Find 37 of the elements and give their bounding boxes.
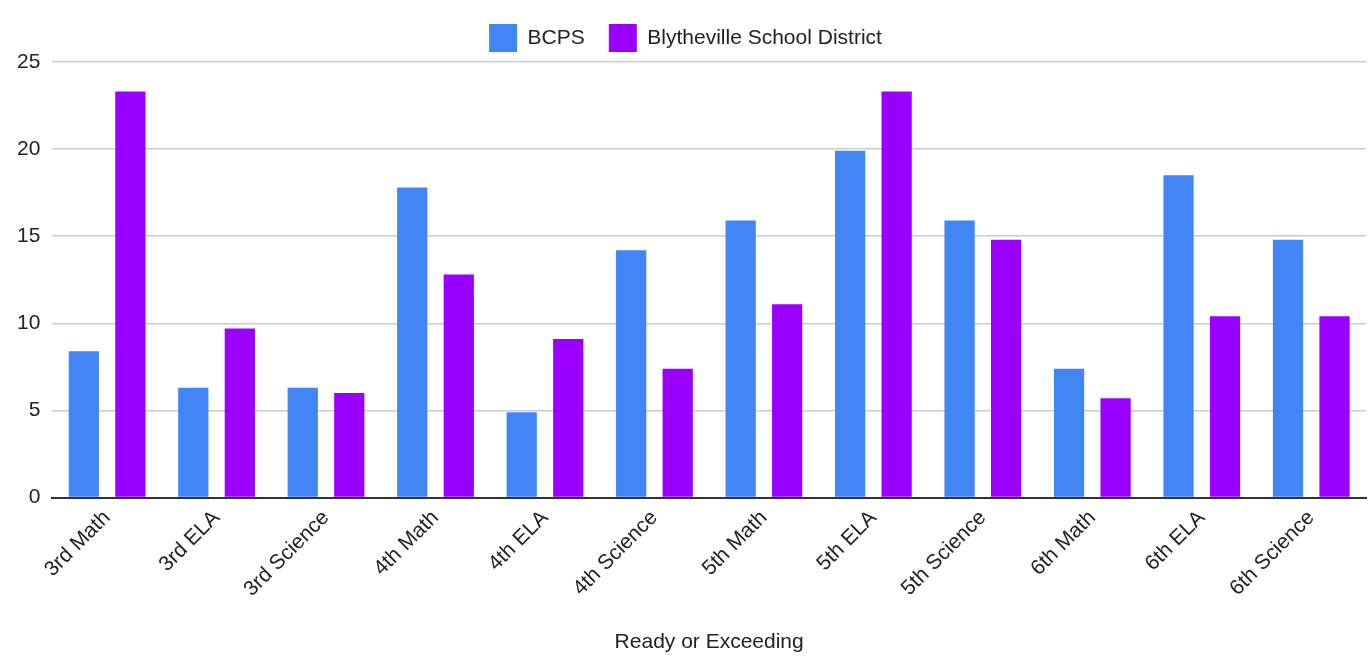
bar	[224, 328, 255, 497]
y-tick-label: 10	[17, 310, 41, 334]
bar	[772, 304, 803, 497]
bar	[1319, 316, 1350, 497]
bar	[725, 220, 756, 497]
x-tick-label: 6th ELA	[1139, 505, 1209, 575]
bar	[991, 239, 1022, 497]
bar	[616, 250, 647, 497]
legend-label: BCPS	[527, 24, 585, 48]
y-tick-label: 5	[28, 397, 41, 421]
bar	[1209, 316, 1241, 497]
bar	[1163, 175, 1194, 497]
legend-label: Blytheville School District	[647, 24, 883, 48]
x-axis-title: Ready or Exceeding	[614, 629, 804, 653]
bar	[334, 393, 365, 497]
x-tick-label: 4th ELA	[482, 505, 552, 575]
bar	[662, 368, 693, 497]
y-tick-label: 20	[17, 135, 41, 159]
bar	[1053, 368, 1085, 497]
bar	[1100, 398, 1131, 497]
bar	[443, 274, 474, 497]
y-tick-label: 0	[28, 484, 41, 508]
bar	[178, 387, 209, 497]
bar	[68, 351, 99, 497]
bar	[287, 387, 318, 497]
bar	[553, 339, 584, 497]
bar	[835, 150, 866, 497]
bar	[397, 187, 428, 497]
bar	[881, 91, 912, 497]
x-tick-label: 5th ELA	[811, 505, 881, 575]
y-tick-label: 15	[17, 223, 41, 247]
bar	[506, 412, 537, 497]
bar	[1272, 239, 1304, 497]
x-tick-label: 3rd ELA	[153, 505, 224, 576]
bar	[115, 91, 146, 497]
y-tick-label: 25	[17, 48, 41, 72]
bar	[944, 220, 975, 497]
